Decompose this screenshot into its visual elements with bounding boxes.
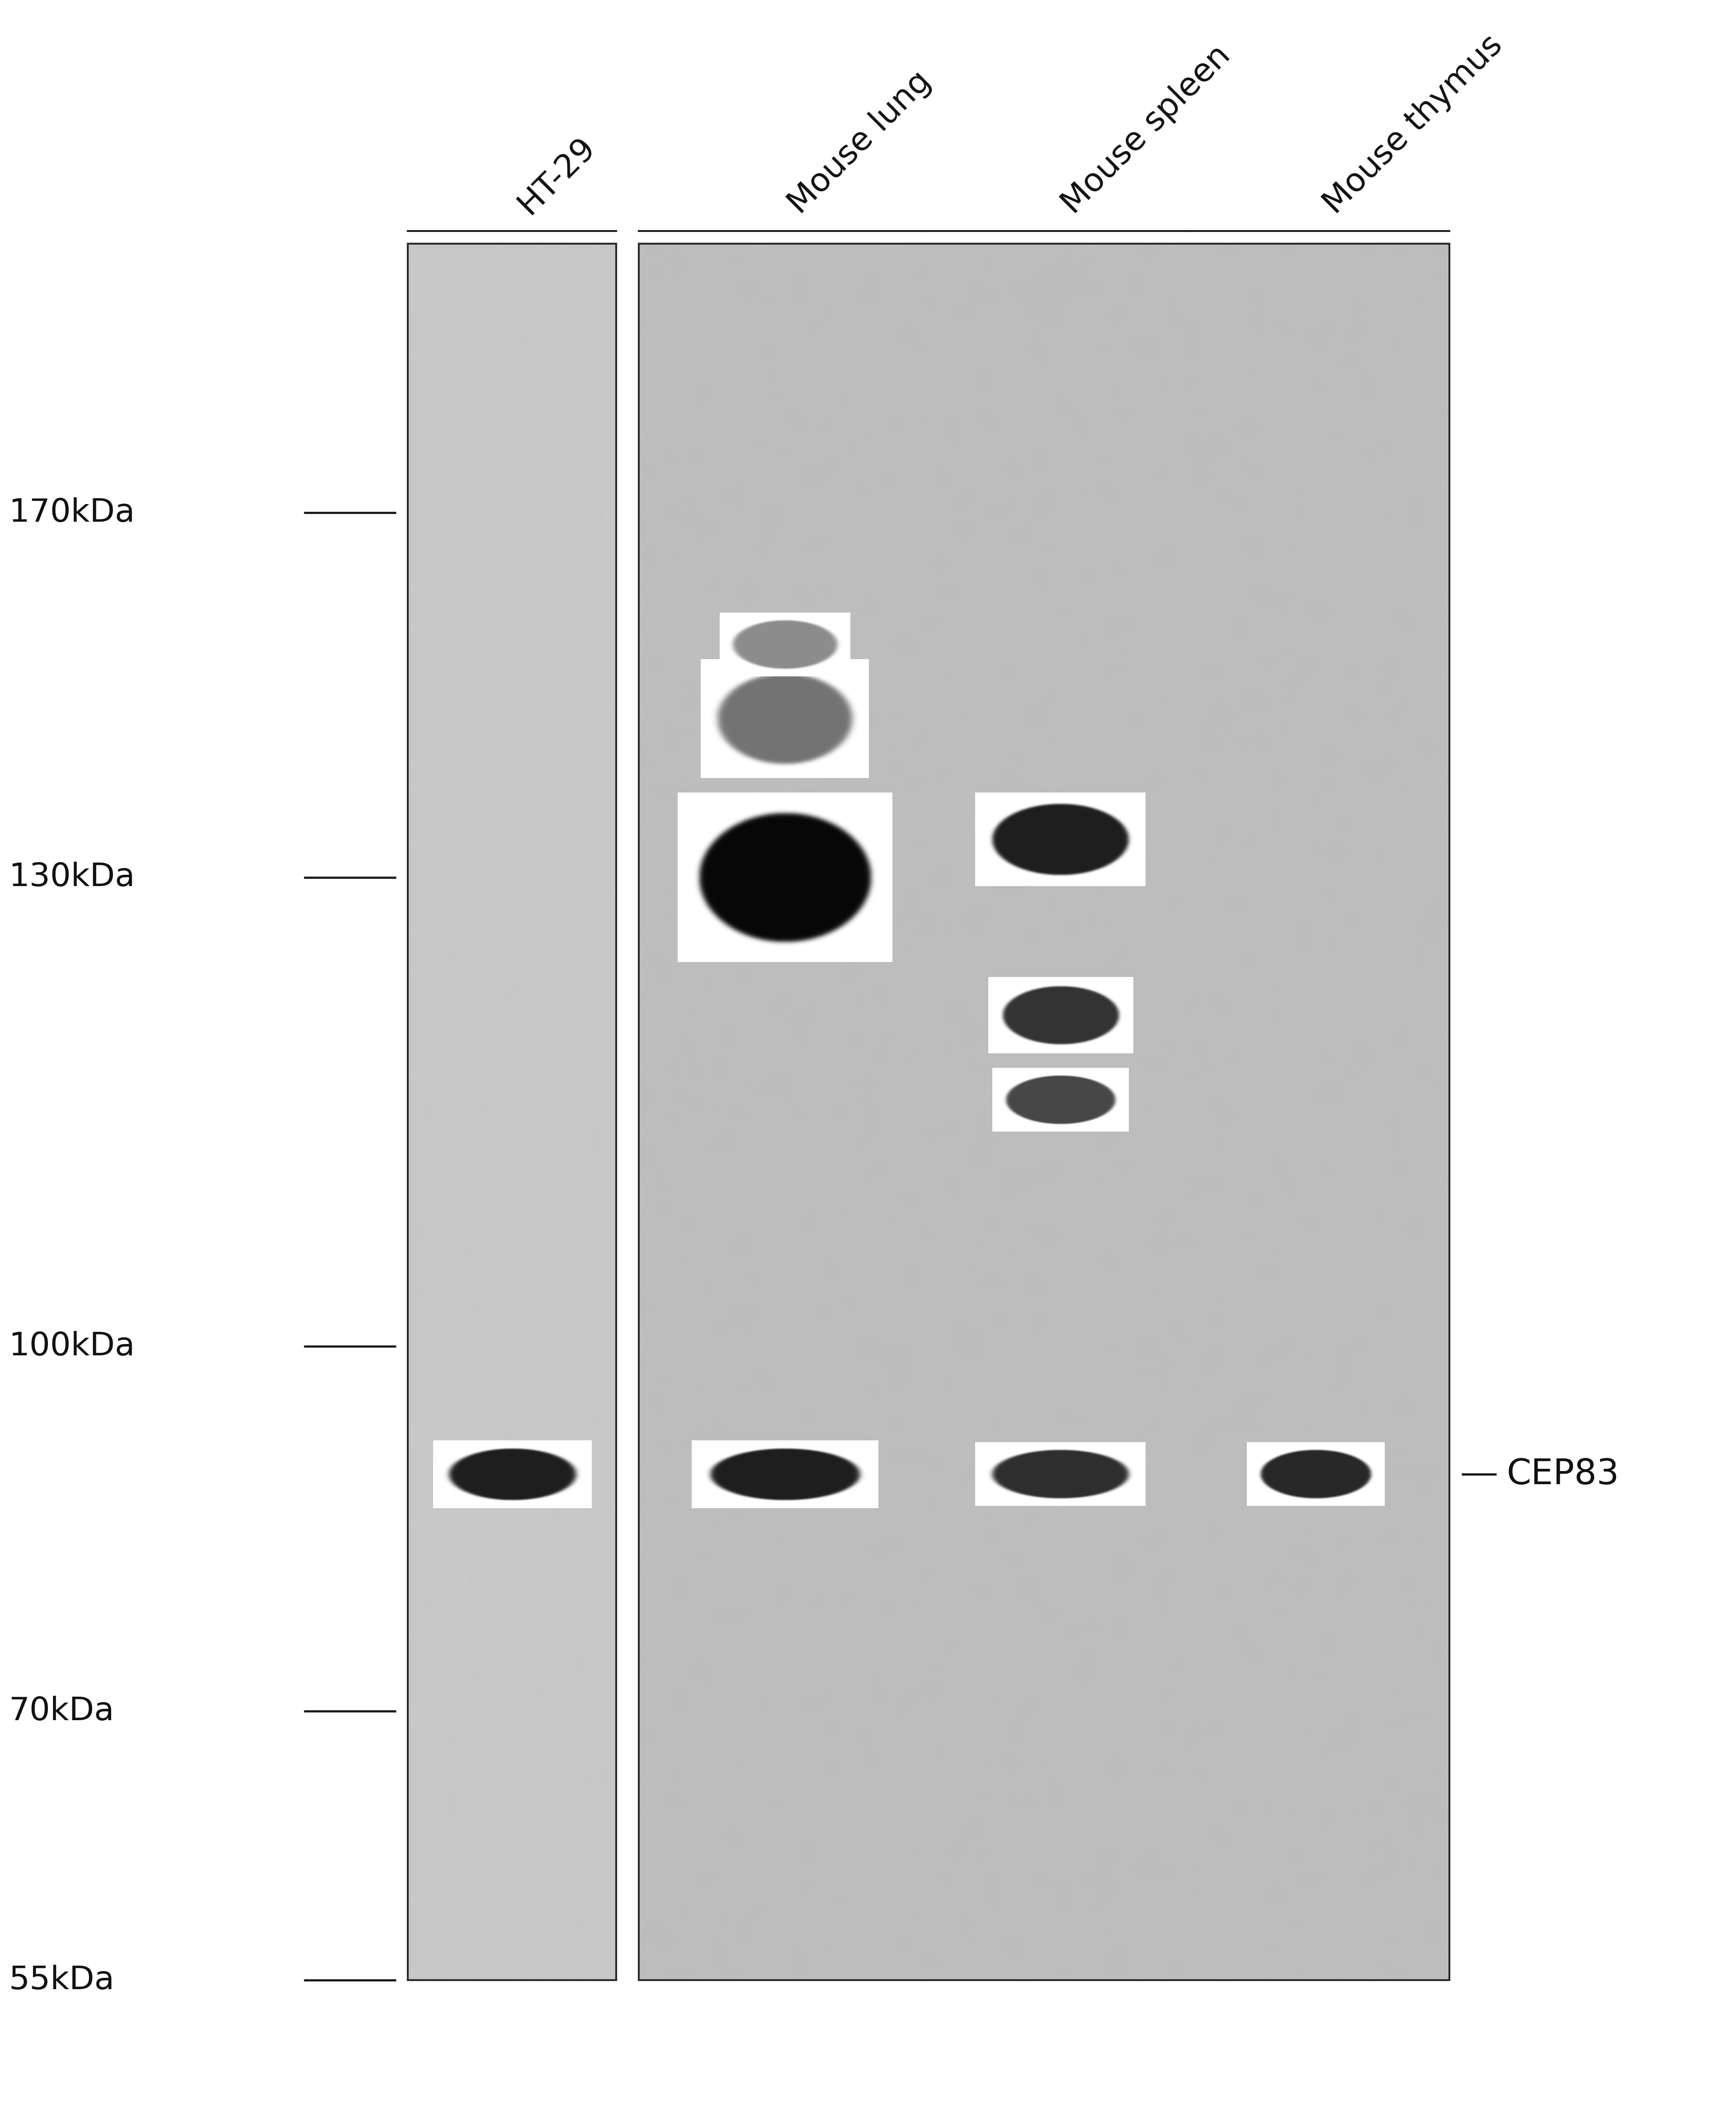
Text: Mouse lung: Mouse lung bbox=[783, 66, 937, 220]
Text: 70kDa: 70kDa bbox=[9, 1697, 115, 1726]
Text: 130kDa: 130kDa bbox=[9, 862, 135, 894]
Bar bbox=[408, 244, 616, 1980]
Text: CEP83: CEP83 bbox=[1507, 1457, 1620, 1491]
Text: HT-29: HT-29 bbox=[512, 131, 601, 220]
Text: 55kDa: 55kDa bbox=[9, 1966, 115, 1995]
Text: Mouse spleen: Mouse spleen bbox=[1057, 40, 1236, 220]
Text: 100kDa: 100kDa bbox=[9, 1330, 135, 1362]
Text: 170kDa: 170kDa bbox=[9, 498, 135, 527]
Text: Mouse thymus: Mouse thymus bbox=[1318, 30, 1509, 220]
Bar bbox=[639, 244, 1450, 1980]
